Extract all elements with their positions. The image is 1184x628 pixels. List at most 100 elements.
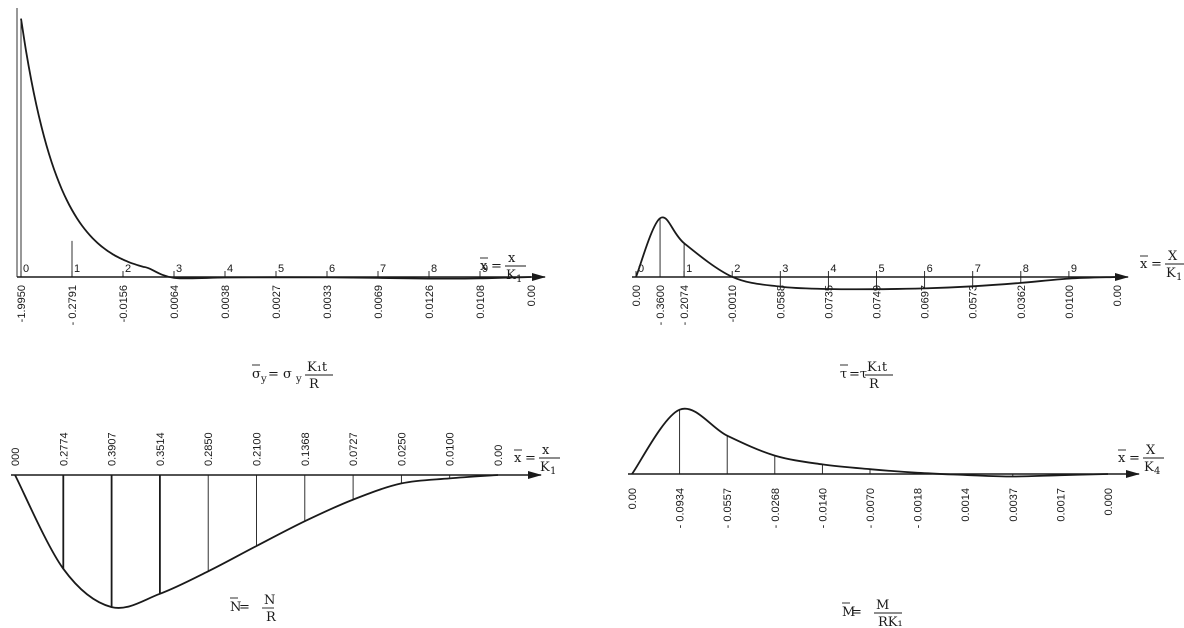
- value-label: 0.0033: [322, 285, 334, 319]
- formula-eq: =: [851, 605, 862, 620]
- value-label: -0.0156: [118, 285, 130, 322]
- formula-lhs: N: [230, 600, 241, 615]
- axis-label-den: K: [506, 268, 516, 283]
- value-label: 0.0735: [823, 285, 835, 319]
- curve-line: [14, 474, 499, 609]
- formula-den: R: [309, 377, 320, 392]
- axis-label-den: K: [1166, 266, 1176, 281]
- value-label: 0.0697: [920, 285, 932, 319]
- axis-label-num: X: [1146, 443, 1156, 458]
- value-label: -0.0010: [727, 285, 739, 322]
- formula-num: K₁t: [867, 360, 888, 375]
- curve-line: [631, 407, 1109, 478]
- value-label: 0.000: [1103, 488, 1115, 516]
- axis-label-eq: =: [1151, 257, 1162, 272]
- value-label: 0.0064: [169, 285, 181, 319]
- tick-label: 5: [879, 263, 885, 275]
- curve-line: [20, 18, 532, 280]
- value-label: 0.0037: [1008, 488, 1020, 522]
- value-label: 0.0108: [475, 285, 487, 319]
- tick-label: 1: [74, 263, 80, 275]
- axis-label-sub: 4: [1154, 466, 1160, 477]
- value-label: 0.0027: [271, 285, 283, 319]
- axis-label-den: K: [1144, 460, 1154, 475]
- tick-label: 2: [125, 263, 131, 275]
- value-label: - 0.0018: [913, 488, 925, 528]
- axis-label-sub: 1: [1176, 272, 1182, 283]
- value-label: 0.00: [493, 445, 505, 466]
- chart-top-right: 0 1 2 3 4 5 6 7 8 9 0.00 - 0.3600 - 0.2074 -0.0010 0.0…: [631, 216, 1184, 392]
- value-label: 0.0362: [1016, 285, 1028, 319]
- value-label: - 0.0070: [865, 488, 877, 528]
- value-label: - 0.2791: [67, 285, 79, 325]
- axis-label: x = XK 4: [1118, 443, 1164, 477]
- value-label: 0.00: [627, 488, 639, 509]
- tick-label: 3: [176, 263, 182, 275]
- value-label: 0.0588: [775, 285, 787, 319]
- tick-label: 4: [830, 263, 836, 275]
- value-label: 0.0017: [1055, 488, 1067, 522]
- tick-label: 9: [1071, 263, 1077, 275]
- axis-label-eq: =: [525, 451, 536, 466]
- value-label: - 0.3600: [655, 285, 667, 325]
- value-label: - 0.0557: [722, 488, 734, 528]
- value-label: 0.0069: [373, 285, 385, 319]
- formula-eq: = σ: [268, 367, 292, 382]
- formula-lhs: σ: [252, 367, 261, 382]
- value-label: 0.0100: [445, 432, 457, 466]
- axis-label: x = XK 1: [1140, 249, 1184, 283]
- value-label: 0.0573: [968, 285, 980, 319]
- tick-label: 6: [927, 263, 933, 275]
- chart-bottom-right: 0.00 - 0.0934 - 0.0557 - 0.0268 - 0.0140 - 0.…: [627, 407, 1164, 628]
- value-label: 0.00: [526, 285, 538, 306]
- tick-label: 5: [278, 263, 284, 275]
- value-label: 0.2774: [58, 432, 70, 466]
- value-label: 0.2850: [203, 432, 215, 466]
- tick-label: 1: [686, 263, 692, 275]
- value-label: - 0.0140: [817, 488, 829, 528]
- formula-eq: =τ: [849, 367, 867, 382]
- axis-label-num: x: [542, 443, 550, 458]
- curve-line: [635, 216, 1118, 291]
- value-label: 0.2100: [252, 432, 264, 466]
- formula-num: M: [876, 598, 889, 613]
- formula-label: N = NR: [230, 593, 277, 625]
- formula-den: RK₁: [878, 615, 903, 628]
- value-label: 0.0727: [348, 432, 360, 466]
- axis-label-eq: =: [491, 259, 502, 274]
- chart-top-left: 0 1 2 3 4 5 6 7 8 9 -1.9950 - 0.2791 -0.0156 0.0064 0.…: [16, 8, 546, 392]
- tick-label: 9: [482, 263, 488, 275]
- tick-label: 0: [23, 263, 29, 275]
- formula-num: K₁t: [307, 360, 328, 375]
- value-label: 0.1368: [300, 432, 312, 466]
- formula-lhs: τ: [840, 367, 847, 382]
- tick-label: 3: [782, 263, 788, 275]
- tick-label: 7: [975, 263, 981, 275]
- value-label: 000: [10, 448, 22, 466]
- formula-num: N: [264, 593, 275, 608]
- formula-den: R: [869, 377, 880, 392]
- value-label: 0.00: [1112, 285, 1124, 306]
- axis-label: x =xK 1: [514, 443, 560, 477]
- axis-label-lhs: x: [480, 259, 488, 274]
- formula-eq-sub: y: [295, 374, 302, 385]
- tick-label: 0: [638, 263, 644, 275]
- chart-bottom-left: 000 0.2774 0.3907 0.3514 0.2850 0.2100 0.1368 0…: [10, 432, 560, 625]
- value-label: -1.9950: [16, 285, 28, 322]
- axis-label-num: X: [1168, 249, 1178, 264]
- tick-label: 8: [431, 263, 437, 275]
- value-label: 0.0126: [424, 285, 436, 319]
- value-label: 0.0100: [1064, 285, 1076, 319]
- formula-den: R: [266, 610, 277, 625]
- value-label: 0.3514: [155, 432, 167, 466]
- formula-lhs: M: [842, 605, 855, 620]
- axis-label-sub: 1: [516, 274, 522, 285]
- value-label: 0.0250: [396, 432, 408, 466]
- tick-label: 2: [734, 263, 740, 275]
- axis-label-sub: 1: [550, 466, 556, 477]
- formula-label: τ =τ K₁t R: [840, 360, 893, 392]
- value-label: 0.00: [631, 285, 643, 306]
- formula-label: M = M RK₁: [842, 598, 903, 628]
- tick-label: 6: [329, 263, 335, 275]
